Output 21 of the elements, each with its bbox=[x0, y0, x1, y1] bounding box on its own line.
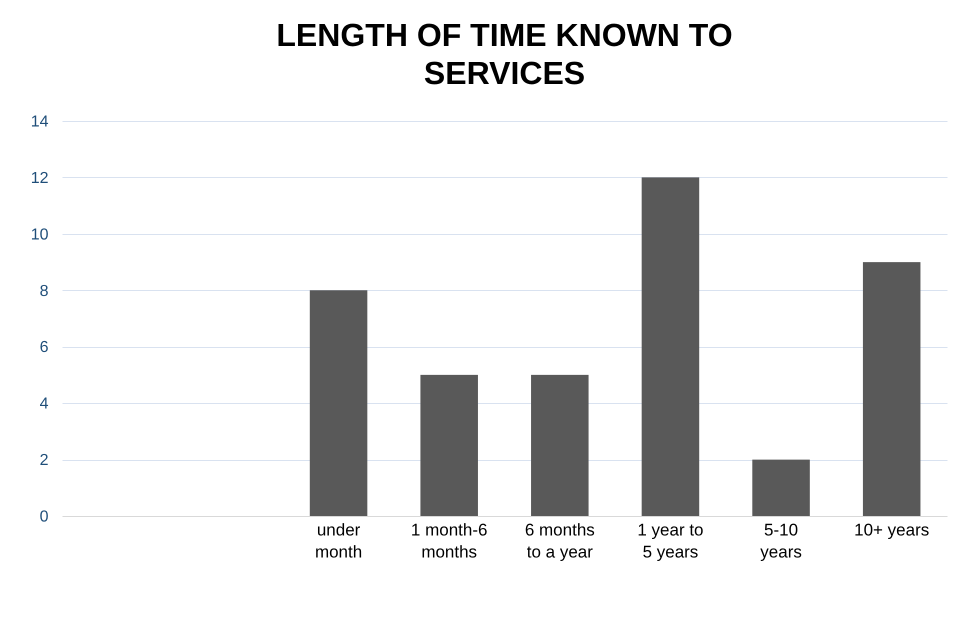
bar bbox=[862, 262, 920, 516]
y-tick-label: 4 bbox=[40, 396, 49, 413]
y-tick-label: 8 bbox=[40, 282, 49, 300]
chart-title: LENGTH OF TIME KNOWN TO SERVICES bbox=[276, 17, 733, 91]
y-tick-label: 6 bbox=[40, 339, 49, 356]
y-tick-label: 12 bbox=[30, 170, 49, 187]
bar bbox=[310, 290, 368, 516]
y-tick-label: 14 bbox=[30, 114, 49, 130]
x-tick-label: 10+ years bbox=[854, 520, 930, 540]
bar bbox=[531, 374, 589, 516]
x-tick-label: under month bbox=[314, 520, 362, 562]
y-tick-label: 0 bbox=[40, 508, 49, 526]
y-tick-label: 2 bbox=[40, 452, 49, 470]
x-tick-label: 1 month-6 months bbox=[410, 520, 488, 562]
bar bbox=[642, 177, 700, 516]
bar bbox=[420, 374, 478, 516]
y-tick-label: 10 bbox=[30, 226, 49, 244]
x-tick-label: 1 year to 5 years bbox=[637, 520, 704, 562]
x-tick-label: 5-10 years bbox=[760, 520, 802, 562]
bar bbox=[752, 460, 810, 516]
x-tick-label: 6 months to a year bbox=[524, 520, 595, 562]
